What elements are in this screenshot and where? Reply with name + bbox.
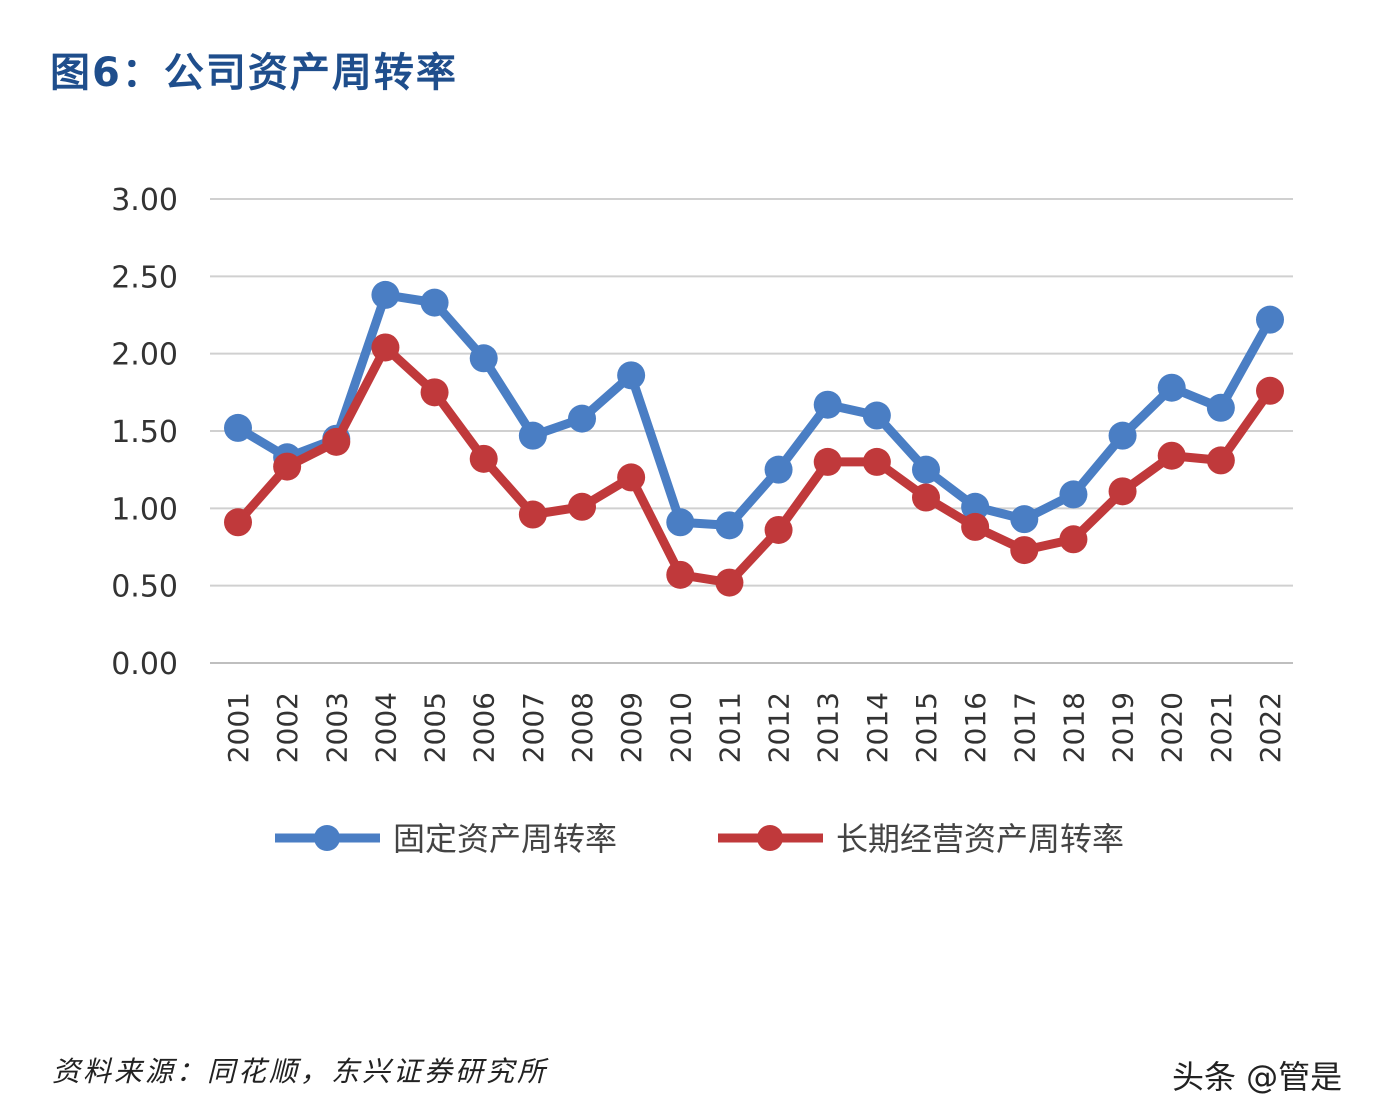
- data-point: [273, 452, 302, 481]
- data-point: [420, 288, 449, 317]
- data-point: [568, 492, 596, 521]
- x-tick-label: 2006: [468, 692, 501, 763]
- x-tick-label: 2014: [861, 692, 894, 763]
- data-point: [715, 511, 744, 540]
- data-point: [1256, 376, 1284, 405]
- x-tick-label: 2022: [1254, 692, 1287, 763]
- x-tick-label: 2004: [369, 692, 402, 763]
- data-point: [420, 378, 449, 407]
- x-tick-label: 2008: [566, 692, 599, 763]
- data-point: [224, 508, 252, 537]
- data-point: [518, 421, 547, 450]
- y-tick-label: 0.00: [111, 647, 178, 682]
- data-point: [1206, 393, 1235, 422]
- data-point: [912, 483, 940, 512]
- data-point: [1108, 477, 1137, 506]
- legend-label: 长期经营资产周转率: [836, 820, 1124, 858]
- data-point: [371, 280, 400, 309]
- data-point: [224, 413, 252, 442]
- y-tick-label: 1.50: [111, 415, 178, 450]
- data-point: [1059, 525, 1088, 554]
- chart-title: 图6：公司资产周转率: [50, 50, 458, 96]
- data-point: [1256, 305, 1284, 334]
- data-point: [518, 500, 547, 529]
- data-point: [617, 361, 646, 390]
- data-point: [1206, 446, 1235, 475]
- data-point: [862, 401, 891, 430]
- data-point: [666, 560, 695, 589]
- data-point: [568, 404, 596, 433]
- data-point: [1059, 480, 1088, 509]
- y-tick-label: 2.00: [111, 338, 178, 373]
- x-tick-label: 2001: [222, 692, 255, 763]
- x-tick-label: 2016: [959, 692, 992, 763]
- legend-label: 固定资产周转率: [393, 820, 617, 858]
- data-point: [469, 444, 498, 473]
- data-point: [715, 568, 744, 597]
- data-point: [813, 390, 842, 419]
- x-tick-label: 2015: [910, 692, 943, 763]
- x-tick-label: 2017: [1008, 692, 1041, 763]
- x-tick-label: 2019: [1107, 692, 1140, 763]
- legend-marker: [757, 825, 783, 851]
- source-note: 资料来源：同花顺，东兴证券研究所: [52, 1055, 549, 1088]
- x-tick-label: 2010: [664, 692, 697, 763]
- data-point: [371, 333, 400, 362]
- x-tick-label: 2012: [763, 692, 796, 763]
- x-tick-label: 2020: [1156, 692, 1189, 763]
- x-tick-label: 2007: [517, 692, 550, 763]
- data-point: [961, 512, 990, 541]
- x-tick-label: 2003: [320, 692, 353, 763]
- x-tick-label: 2018: [1057, 692, 1090, 763]
- y-tick-label: 1.00: [111, 492, 178, 527]
- x-tick-label: 2002: [271, 692, 304, 763]
- x-tick-label: 2013: [812, 692, 845, 763]
- data-point: [912, 455, 940, 484]
- data-point: [1010, 505, 1039, 534]
- series-line: [234, 342, 1274, 588]
- data-point: [666, 508, 695, 537]
- data-point: [862, 447, 891, 476]
- y-tick-label: 0.50: [111, 570, 178, 605]
- data-point: [469, 344, 498, 373]
- x-tick-label: 2009: [615, 692, 648, 763]
- data-point: [1010, 536, 1039, 565]
- data-point: [1108, 421, 1137, 450]
- y-tick-label: 3.00: [111, 183, 178, 218]
- data-point: [813, 447, 842, 476]
- y-tick-label: 2.50: [111, 260, 178, 295]
- data-point: [961, 492, 990, 521]
- x-tick-label: 2011: [713, 692, 746, 763]
- x-tick-label: 2005: [419, 692, 452, 763]
- series-line: [235, 290, 1274, 530]
- watermark: 头条 @管是: [1172, 1058, 1343, 1096]
- data-point: [764, 455, 793, 484]
- data-point: [764, 515, 793, 544]
- data-point: [322, 427, 351, 456]
- x-tick-label: 2021: [1205, 692, 1238, 763]
- data-point: [1157, 441, 1186, 470]
- data-point: [617, 463, 646, 492]
- data-point: [1157, 373, 1186, 402]
- legend-marker: [314, 825, 340, 851]
